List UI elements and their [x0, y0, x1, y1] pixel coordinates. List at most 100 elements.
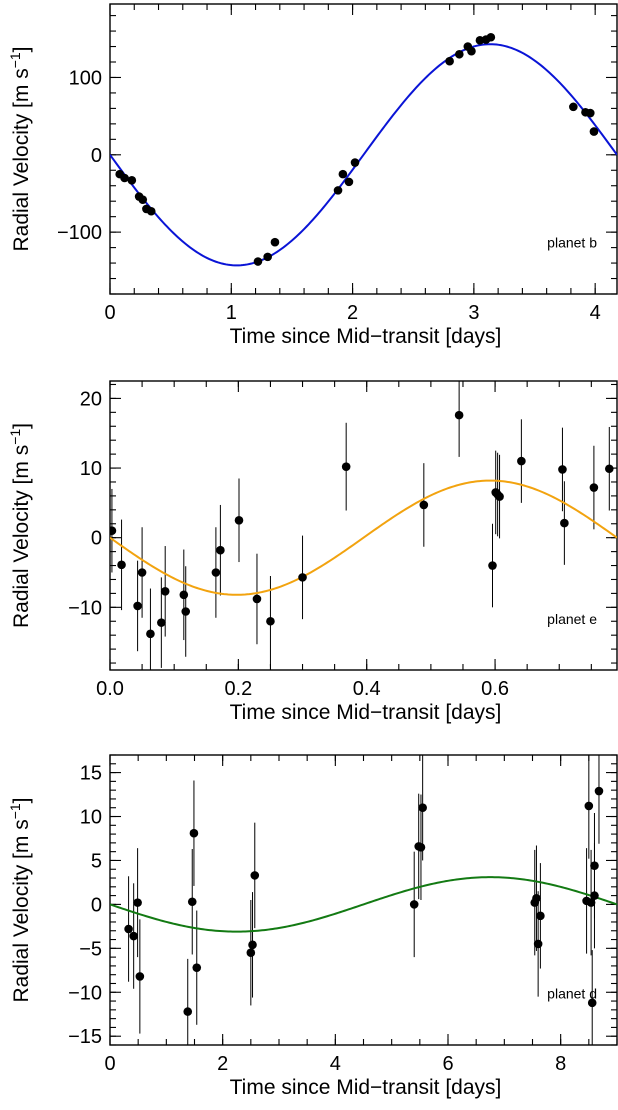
data-point — [533, 939, 543, 949]
data-point — [135, 972, 145, 981]
data-point — [532, 893, 541, 903]
x-tick-label: 0 — [104, 302, 115, 324]
data-point — [486, 32, 496, 42]
data-point — [211, 568, 221, 577]
data-point — [187, 897, 197, 907]
data-point — [263, 252, 272, 262]
y-tick-label: 0 — [91, 528, 102, 550]
x-tick-label: 4 — [330, 1053, 341, 1075]
data-point — [333, 186, 343, 195]
data-point — [181, 607, 191, 616]
data-point — [341, 462, 351, 471]
data-point — [117, 560, 126, 570]
y-tick-label: 0 — [91, 894, 102, 916]
x-tick-label: 0.2 — [224, 678, 252, 700]
data-point — [216, 545, 225, 555]
y-axis-label-end: ] — [10, 423, 33, 429]
data-point — [558, 465, 567, 474]
x-tick-label: 0.6 — [481, 678, 509, 700]
x-axis-label: Time since Mid−transit [days] — [230, 1076, 502, 1099]
data-point — [160, 587, 170, 596]
data-point — [146, 206, 156, 216]
y-axis-label-exponent: −1 — [7, 429, 23, 445]
data-point — [137, 568, 147, 577]
data-point — [594, 786, 604, 796]
data-point — [250, 871, 260, 880]
panel-planet-b: 0 1 2 3 4 −100 0 100 Time since Mid−transit [day… — [7, 3, 618, 348]
data-point — [248, 940, 257, 950]
axis-ticks — [109, 381, 617, 670]
data-point — [560, 518, 569, 528]
y-tick-label: −10 — [68, 597, 102, 619]
data-point — [298, 573, 307, 582]
y-tick-label: 15 — [80, 763, 102, 785]
data-point — [189, 828, 199, 838]
x-tick-label: 6 — [442, 1053, 453, 1075]
axis-ticks — [109, 754, 618, 1046]
y-axis-label-end: ] — [10, 46, 33, 52]
data-point — [338, 169, 348, 179]
data-point — [344, 177, 354, 187]
x-tick-label: 4 — [590, 302, 601, 324]
data-point — [266, 616, 275, 626]
x-axis-label: Time since Mid−transit [days] — [230, 325, 502, 348]
panel-label: planet d — [547, 986, 597, 1002]
y-axis-label-exponent: −1 — [7, 803, 23, 819]
data-point — [120, 173, 129, 183]
data-point — [192, 963, 202, 972]
y-tick-label: 0 — [91, 145, 102, 167]
data-point — [590, 861, 599, 871]
x-axis-label: Time since Mid−transit [days] — [230, 701, 502, 724]
data-point — [138, 195, 148, 204]
y-axis-label-end: ] — [10, 797, 33, 803]
data-point — [495, 492, 504, 501]
x-tick-label: 2 — [347, 302, 358, 324]
data-point — [127, 176, 137, 185]
y-axis-label-main: Radial Velocity [m s — [10, 445, 33, 628]
data-point — [455, 49, 464, 59]
data-point — [129, 931, 138, 941]
data-point — [587, 998, 597, 1008]
data-point — [589, 483, 599, 492]
data-point — [589, 127, 599, 136]
x-tick-label: 3 — [468, 302, 479, 324]
panel-label: planet b — [547, 235, 597, 251]
data-point — [110, 526, 117, 536]
y-axis-label: Radial Velocity [m s−1] — [7, 46, 33, 251]
y-tick-label: 10 — [80, 807, 102, 829]
data-point — [246, 948, 256, 958]
y-axis-label-main: Radial Velocity [m s — [10, 819, 33, 1002]
panel-planet-d: 0 2 4 6 8 −15 −10 −5 0 5 10 15 Time since Mid−transi… — [7, 754, 618, 1099]
data-point — [536, 911, 545, 921]
data-point — [124, 924, 133, 934]
x-tick-label: 0.4 — [353, 678, 381, 700]
model-curve — [110, 43, 617, 267]
data-point — [586, 108, 595, 118]
data-point — [488, 561, 497, 570]
data-point — [569, 102, 578, 112]
model-curve — [110, 876, 617, 933]
plot-frame — [109, 380, 618, 671]
plot-area — [110, 32, 617, 267]
y-tick-label: −15 — [68, 1026, 102, 1048]
x-tick-label: 1 — [226, 302, 237, 324]
data-point — [270, 237, 280, 247]
y-axis-label: Radial Velocity [m s−1] — [7, 423, 33, 628]
y-axis-label-main: Radial Velocity [m s — [10, 68, 33, 251]
x-tick-label: 0 — [104, 1053, 115, 1075]
x-tick-label: 8 — [555, 1053, 566, 1075]
data-point — [584, 801, 594, 811]
y-axis-label: Radial Velocity [m s−1] — [7, 797, 33, 1002]
y-tick-label: −5 — [79, 938, 102, 960]
y-tick-label: 10 — [80, 458, 102, 480]
panel-label: planet e — [547, 611, 597, 627]
y-tick-label: 100 — [69, 67, 102, 89]
y-tick-label: 5 — [91, 850, 102, 872]
data-point — [179, 590, 189, 600]
data-point — [252, 594, 262, 604]
data-point — [234, 515, 244, 525]
data-point — [146, 629, 155, 639]
data-point — [454, 410, 464, 420]
data-point — [418, 803, 427, 813]
